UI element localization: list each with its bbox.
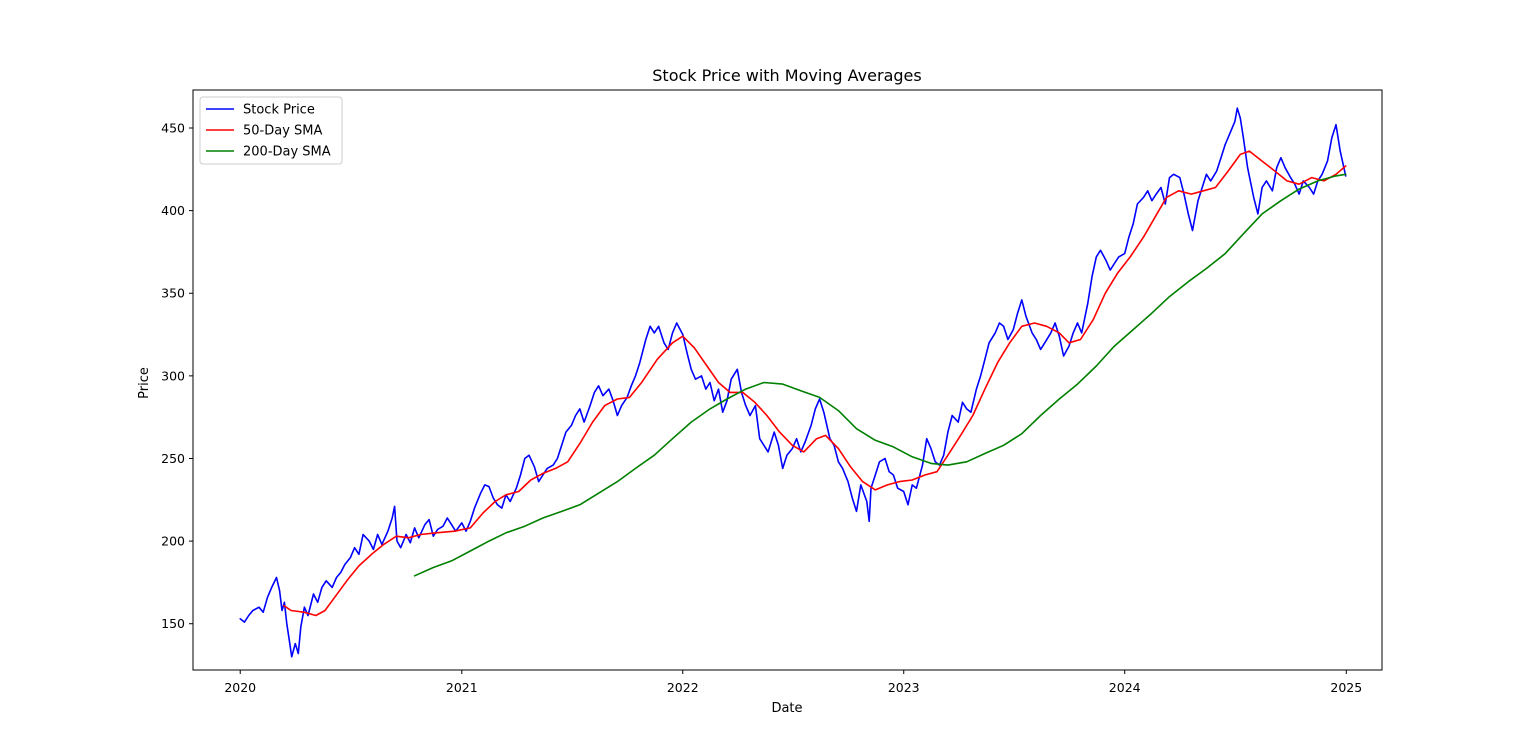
x-tick-label: 2024 (1109, 680, 1141, 695)
series-line-2 (413, 173, 1347, 577)
x-axis: 2020 2021 2022 2023 2024 2025 (224, 670, 1362, 695)
y-tick-label: 400 (161, 203, 185, 218)
y-tick-label: 250 (161, 451, 185, 466)
x-tick-label: 2021 (446, 680, 478, 695)
y-tick-label: 150 (161, 616, 185, 631)
y-axis-label: Price (137, 367, 152, 399)
legend-label-0: Stock Price (243, 103, 315, 118)
x-tick-label: 2023 (888, 680, 920, 695)
plot-background (193, 90, 1382, 670)
plot-area (192, 89, 1383, 671)
legend-label-2: 200-Day SMA (243, 145, 331, 160)
x-axis-label: Date (771, 701, 802, 716)
chart-title: Stock Price with Moving Averages (652, 66, 921, 85)
y-tick-label: 450 (161, 121, 185, 136)
y-axis: 150 200 250 300 350 400 450 (161, 121, 193, 631)
x-tick-label: 2020 (224, 680, 256, 695)
y-tick-label: 350 (161, 286, 185, 301)
series-layer (239, 107, 1347, 658)
x-tick-label: 2022 (667, 680, 699, 695)
series-line-1 (283, 150, 1347, 617)
x-tick-label: 2025 (1330, 680, 1362, 695)
plot-frame (192, 89, 1383, 671)
y-tick-label: 200 (161, 534, 185, 549)
series-line-0 (239, 107, 1347, 658)
legend-box (199, 96, 343, 165)
legend: Stock Price 50-Day SMA 200-Day SMA (199, 96, 343, 165)
y-tick-label: 300 (161, 368, 185, 383)
legend-label-1: 50-Day SMA (243, 124, 323, 139)
